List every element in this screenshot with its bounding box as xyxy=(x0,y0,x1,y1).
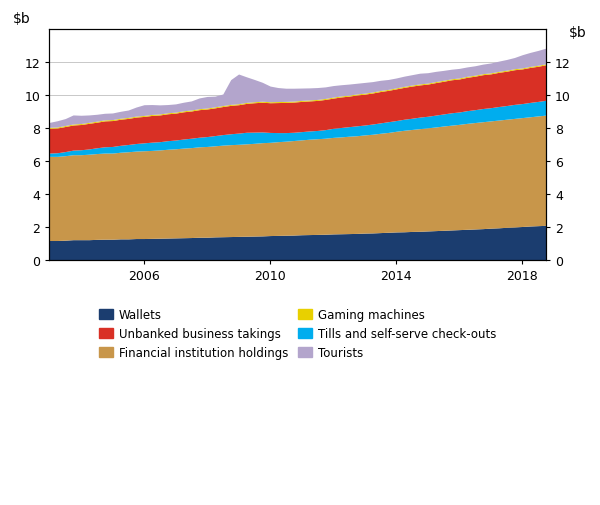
Y-axis label: $b: $b xyxy=(569,26,587,39)
Y-axis label: $b: $b xyxy=(13,12,31,26)
Legend: Wallets, Unbanked business takings, Financial institution holdings, Gaming machi: Wallets, Unbanked business takings, Fina… xyxy=(94,304,501,364)
